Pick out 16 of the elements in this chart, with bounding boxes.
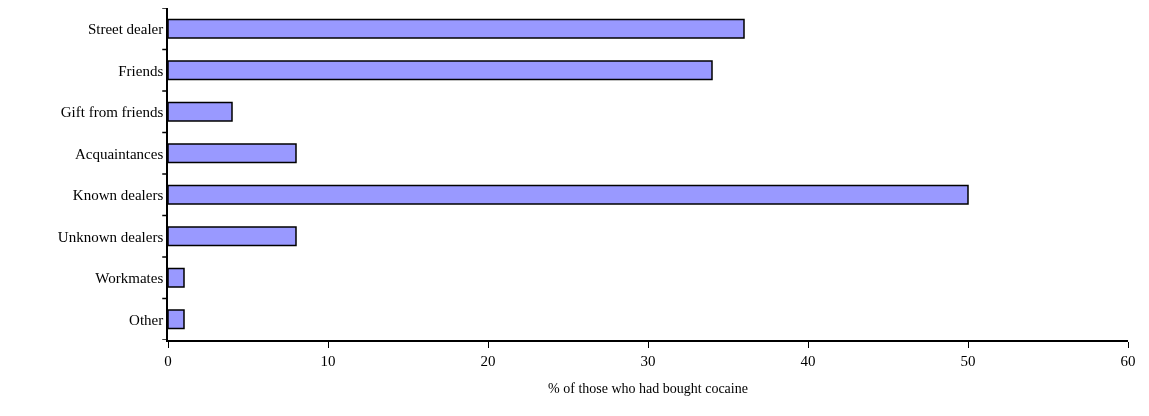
x-axis-title: % of those who had bought cocaine (548, 380, 748, 396)
x-tick-label: 50 (960, 352, 976, 369)
y-tick-label: Known dealers (72, 187, 164, 203)
x-tick-label: 30 (640, 352, 656, 369)
x-tick-label: 0 (164, 352, 172, 369)
y-tick-label: Acquaintances (74, 145, 164, 162)
x-tick-label: 60 (1120, 352, 1136, 369)
y-tick-label: Street dealer (87, 21, 164, 37)
y-tick-label: Gift from friends (60, 104, 164, 120)
x-tick-label: 20 (480, 352, 496, 369)
y-tick-label: Unknown dealers (57, 228, 164, 245)
y-tick-label: Friends (118, 62, 164, 79)
x-tick-label: 10 (320, 352, 336, 369)
x-tick-label: 40 (800, 352, 816, 369)
y-tick-label: Workmates (95, 270, 164, 286)
y-tick-label: Other (129, 311, 164, 328)
